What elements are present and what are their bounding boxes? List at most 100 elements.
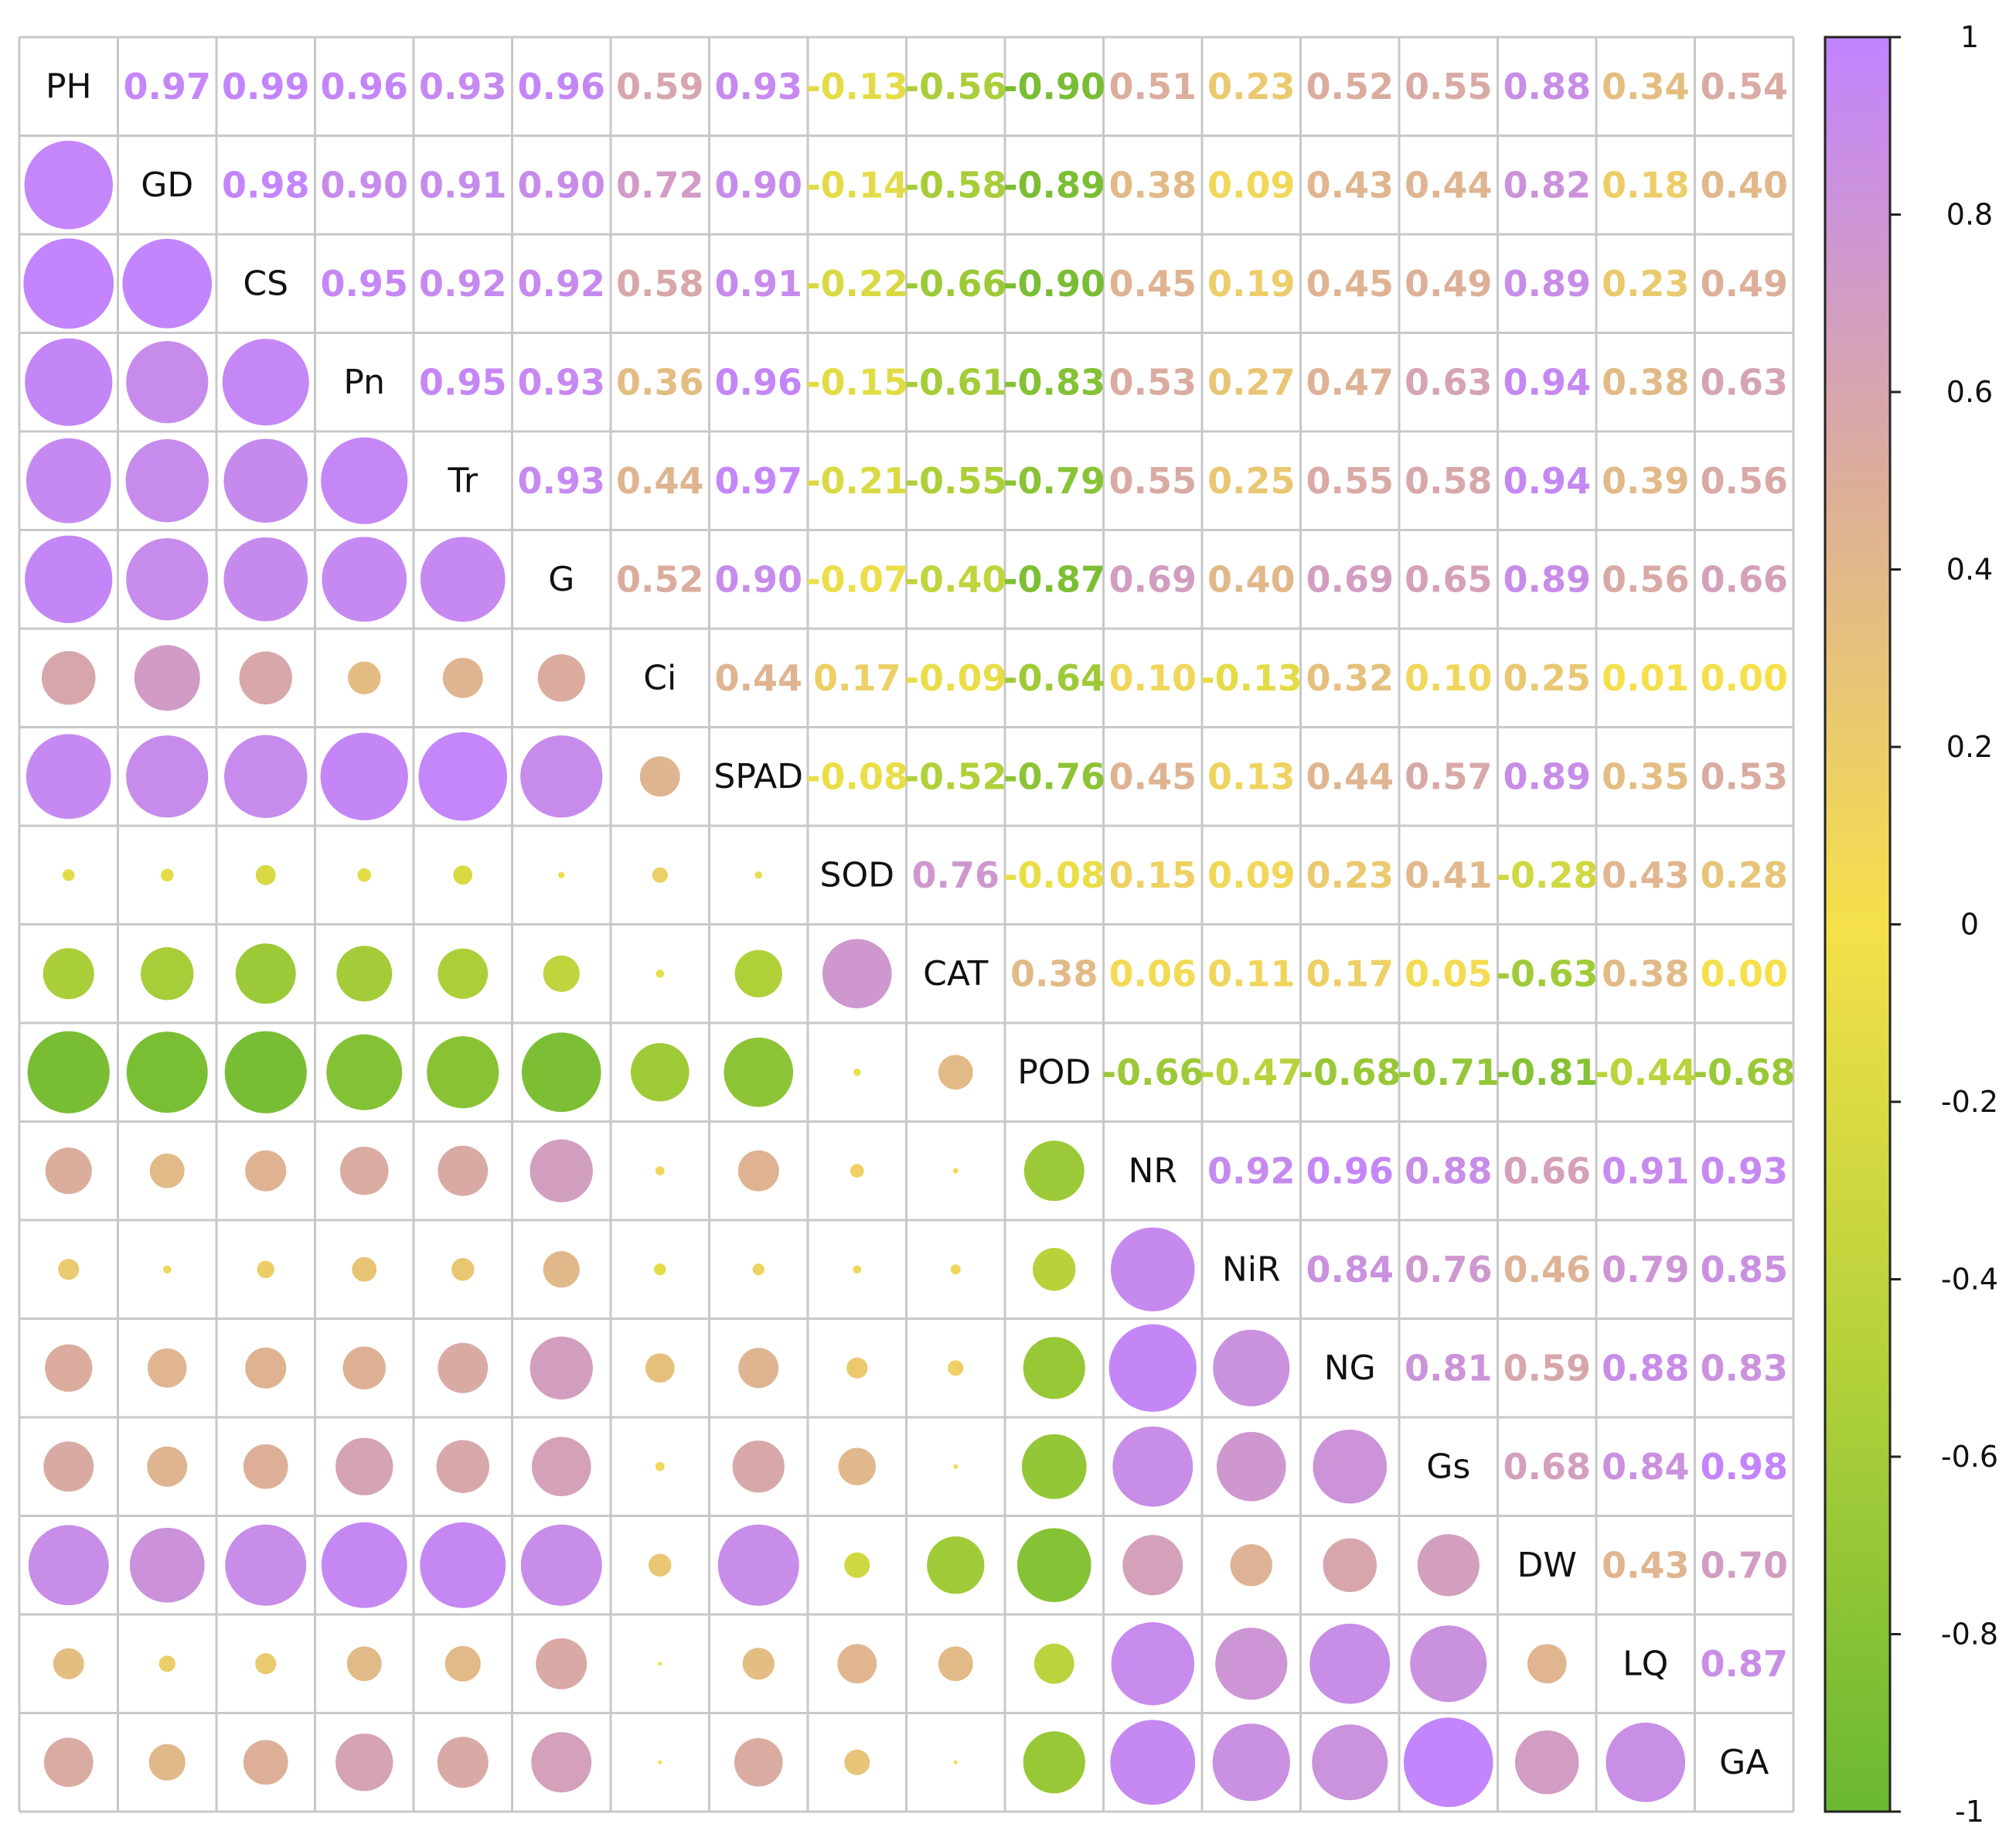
corr-value-tr-nir: 0.25 <box>1207 460 1296 502</box>
corr-circle-spad-cs <box>224 735 308 818</box>
corr-value-tr-gs: 0.58 <box>1405 460 1493 502</box>
corr-circle-ng-nir <box>1213 1329 1290 1406</box>
variable-label-ng: NG <box>1324 1348 1376 1388</box>
corr-value-tr-ng: 0.55 <box>1306 460 1395 502</box>
corr-value-cs-ci: 0.58 <box>616 263 704 305</box>
corr-circle-ga-dw <box>1514 1730 1579 1795</box>
corr-circle-gs-pod <box>1021 1434 1087 1499</box>
corr-circle-sod-ci <box>652 867 668 883</box>
corr-value-sod-nr: 0.15 <box>1109 854 1197 896</box>
corr-circle-ng-ph <box>45 1344 93 1392</box>
corr-circle-nr-gd <box>149 1153 185 1188</box>
corr-value-ci-dw: 0.25 <box>1503 657 1592 699</box>
corr-value-pod-nir: -0.47 <box>1200 1052 1303 1093</box>
corr-value-sod-ng: 0.23 <box>1306 854 1395 896</box>
corr-value-ng-lq: 0.88 <box>1602 1347 1690 1389</box>
variable-label-nir: NiR <box>1222 1249 1281 1289</box>
corr-value-g-ga: 0.66 <box>1701 558 1789 600</box>
corr-circle-ga-ng <box>1312 1724 1388 1801</box>
corr-value-spad-dw: 0.89 <box>1503 755 1592 797</box>
corr-circle-g-cs <box>223 537 308 622</box>
corr-value-cat-lq: 0.38 <box>1602 953 1690 994</box>
colorbar-tick-label: -0.8 <box>1941 1618 1998 1652</box>
corr-circle-gs-ph <box>43 1441 94 1492</box>
corr-value-cs-pod: -0.90 <box>1003 263 1105 305</box>
corr-circle-ng-sod <box>846 1357 868 1379</box>
corr-value-cs-cat: -0.66 <box>904 263 1007 305</box>
corr-value-sod-cat: 0.76 <box>912 854 1000 896</box>
corr-circle-ga-g <box>531 1732 592 1793</box>
corr-circle-nir-tr <box>451 1258 475 1281</box>
corr-circle-ci-cs <box>239 651 292 704</box>
corr-circle-ng-ci <box>645 1353 675 1383</box>
corr-value-sod-pod: -0.08 <box>1003 854 1105 896</box>
colorbar-tick-label: -0.6 <box>1941 1440 1998 1474</box>
corr-circle-ng-cs <box>245 1347 287 1389</box>
colorbar-tick-label: 0.4 <box>1946 553 1993 587</box>
corr-value-pn-nir: 0.27 <box>1207 361 1296 403</box>
corr-circle-cs-ph <box>23 238 114 329</box>
variable-label-ga: GA <box>1719 1743 1769 1782</box>
corr-circle-dw-gs <box>1417 1534 1480 1597</box>
corr-circle-pod-ph <box>27 1031 110 1113</box>
corr-circle-gs-nr <box>1112 1426 1194 1507</box>
corr-circle-nr-pn <box>339 1146 389 1195</box>
corr-value-pn-lq: 0.38 <box>1602 361 1690 403</box>
corr-value-ci-ga: 0.00 <box>1701 657 1789 699</box>
corr-value-pn-spad: 0.96 <box>715 361 803 403</box>
corr-value-gd-spad: 0.90 <box>715 164 803 206</box>
corr-value-ph-nr: 0.51 <box>1109 66 1197 107</box>
corr-value-nr-nir: 0.92 <box>1207 1150 1296 1192</box>
corr-circle-pod-gd <box>126 1031 208 1113</box>
corr-value-sod-lq: 0.43 <box>1602 854 1690 896</box>
variable-label-gs: Gs <box>1426 1447 1470 1486</box>
corr-value-sod-gs: 0.41 <box>1405 854 1493 896</box>
colorbar-tick-label: -1 <box>1955 1795 1984 1829</box>
corr-circle-gs-nir <box>1216 1431 1286 1502</box>
corr-circle-tr-gd <box>125 439 209 523</box>
corr-value-spad-nir: 0.13 <box>1207 755 1296 797</box>
corr-circle-dw-nr <box>1122 1535 1183 1596</box>
corr-value-pod-dw: -0.81 <box>1496 1052 1599 1093</box>
corr-circle-pn-ph <box>25 338 113 426</box>
corr-value-pn-nr: 0.53 <box>1109 361 1197 403</box>
corr-value-gd-ng: 0.43 <box>1306 164 1395 206</box>
corr-value-gd-nr: 0.38 <box>1109 164 1197 206</box>
corr-circle-pn-cs <box>222 339 309 426</box>
corr-circle-cat-ph <box>43 948 94 1000</box>
corr-circle-lq-cat <box>938 1646 973 1682</box>
corr-value-spad-nr: 0.45 <box>1109 755 1197 797</box>
variable-label-lq: LQ <box>1623 1644 1668 1683</box>
corr-circle-ci-gd <box>134 645 200 711</box>
corr-value-cs-sod: -0.22 <box>805 263 908 305</box>
corr-value-pod-lq: -0.44 <box>1594 1052 1697 1093</box>
corr-circle-nr-ph <box>45 1147 92 1195</box>
corr-circle-gs-tr <box>436 1440 489 1493</box>
corr-circle-sod-spad <box>754 871 762 879</box>
corr-value-spad-gs: 0.57 <box>1405 755 1493 797</box>
corr-circle-nir-g <box>543 1251 580 1288</box>
corr-value-ph-sod: -0.13 <box>805 66 908 107</box>
corr-circle-sod-tr <box>453 865 473 885</box>
corr-value-ci-sod: 0.17 <box>813 657 901 699</box>
corr-value-gd-pn: 0.90 <box>321 164 409 206</box>
variable-label-ph: PH <box>46 66 92 106</box>
corr-value-gd-ga: 0.40 <box>1701 164 1789 206</box>
variable-label-nr: NR <box>1129 1151 1178 1191</box>
corr-circle-g-tr <box>420 537 506 622</box>
corr-circle-sod-cs <box>255 864 276 885</box>
corr-circle-lq-cs <box>255 1653 277 1675</box>
corr-value-gd-lq: 0.18 <box>1602 164 1690 206</box>
corr-circle-nir-spad <box>752 1263 765 1276</box>
corr-circle-dw-ng <box>1323 1538 1377 1593</box>
corr-circle-lq-sod <box>837 1644 877 1684</box>
corr-circle-pod-cs <box>224 1031 307 1113</box>
corr-circle-nr-g <box>530 1139 593 1202</box>
corr-value-ph-tr: 0.93 <box>419 66 507 107</box>
corr-value-ci-nr: 0.10 <box>1109 657 1197 699</box>
matrix-cells: PH 0.97 0.99 0.96 0.93 0.96 0.59 0.93 -0.13-0.56… <box>23 66 1796 1808</box>
corr-value-ph-dw: 0.88 <box>1503 66 1592 107</box>
corr-value-nir-lq: 0.79 <box>1602 1249 1690 1290</box>
corr-value-pn-dw: 0.94 <box>1503 361 1592 403</box>
